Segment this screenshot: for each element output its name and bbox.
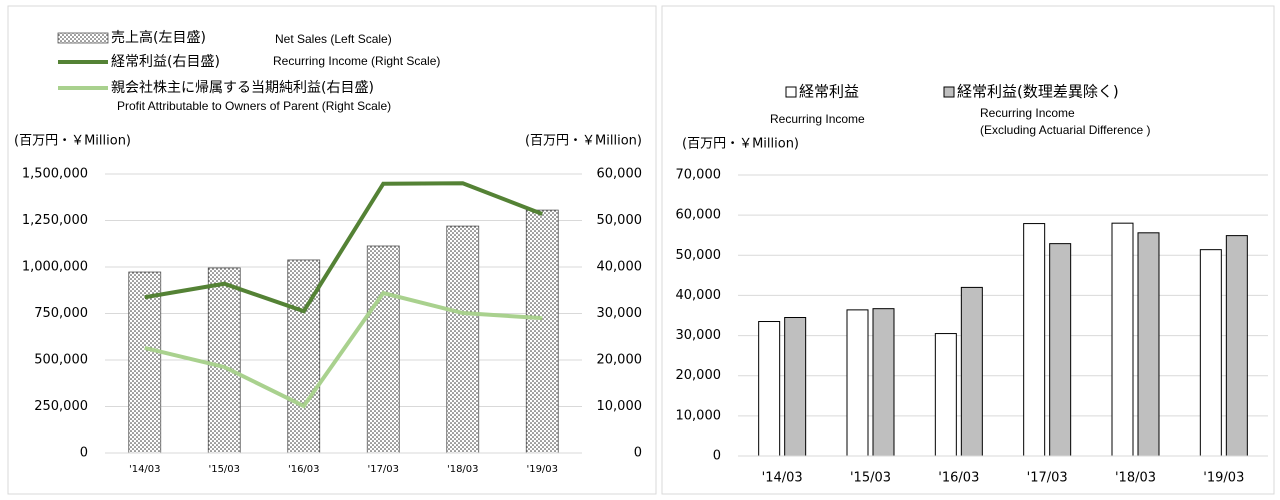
y-axis-label: (百万円・￥Million) — [14, 134, 131, 149]
y-tick-label: 1,000,000 — [22, 260, 88, 275]
y-axis-label: (百万円・￥Million) — [682, 137, 799, 152]
legend-swatch — [943, 86, 955, 98]
x-tick-label: '14/03 — [129, 464, 161, 475]
x-tick-label: '19/03 — [526, 464, 558, 475]
bar — [287, 259, 321, 454]
y-tick-label: 0 — [634, 446, 642, 461]
bar — [934, 333, 957, 457]
y-tick-label: 60,000 — [676, 208, 722, 223]
x-tick-label: '16/03 — [288, 464, 320, 475]
panel-frame — [7, 5, 657, 495]
bar — [1225, 235, 1248, 457]
legend-label: 経常利益 — [799, 83, 859, 101]
legend-label: 親会社株主に帰属する当期純利益(右目盛) — [111, 79, 374, 96]
bar — [1137, 232, 1160, 457]
y-tick-label: 20,000 — [597, 353, 643, 368]
x-tick-label: '14/03 — [762, 471, 803, 486]
y-tick-label: 1,500,000 — [22, 167, 88, 182]
legend-label-en: Net Sales (Left Scale) — [275, 32, 392, 46]
bar — [872, 308, 895, 457]
y2-axis-label: (百万円・￥Million) — [525, 134, 642, 149]
bar — [128, 271, 162, 454]
bar — [207, 267, 241, 454]
bar — [846, 309, 869, 457]
y-tick-label: 500,000 — [34, 353, 88, 368]
panel-frame — [661, 5, 1275, 495]
bar — [784, 317, 807, 457]
legend-label-en: (Excluding Actuarial Difference ) — [980, 123, 1151, 137]
y-tick-label: 20,000 — [676, 368, 722, 383]
y-tick-label: 50,000 — [597, 213, 643, 228]
legend-label-en: Profit Attributable to Owners of Parent … — [117, 99, 391, 113]
y-tick-label: 250,000 — [34, 399, 88, 414]
y-tick-label: 30,000 — [676, 328, 722, 343]
line-series — [144, 181, 543, 314]
legend-label-en: Recurring Income — [980, 106, 1075, 120]
legend-label: 経常利益(数理差異除く) — [957, 83, 1119, 101]
bar — [1199, 249, 1222, 457]
y-tick-label: 750,000 — [34, 306, 88, 321]
y-tick-label: 40,000 — [676, 288, 722, 303]
bar — [1049, 243, 1072, 457]
y-tick-label: 1,250,000 — [22, 213, 88, 228]
y-tick-label: 10,000 — [597, 399, 643, 414]
legend-label: 売上高(左目盛) — [111, 29, 206, 46]
x-tick-label: '17/03 — [367, 464, 399, 475]
y-tick-label: 0 — [80, 446, 88, 461]
bar — [758, 321, 781, 457]
y-tick-label: 70,000 — [676, 168, 722, 183]
y-tick-label: 30,000 — [597, 306, 643, 321]
y-tick-label: 60,000 — [597, 167, 643, 182]
x-tick-label: '17/03 — [1027, 471, 1068, 486]
x-tick-label: '18/03 — [447, 464, 479, 475]
y-tick-label: 50,000 — [676, 248, 722, 263]
y-tick-label: 10,000 — [676, 408, 722, 423]
x-tick-label: '15/03 — [208, 464, 240, 475]
y-tick-label: 40,000 — [597, 260, 643, 275]
bar — [446, 225, 480, 454]
x-tick-label: '18/03 — [1115, 471, 1156, 486]
legend-swatch — [785, 86, 797, 98]
bar — [525, 209, 559, 454]
legend-label-en: Recurring Income — [770, 112, 865, 126]
line-series — [144, 290, 543, 409]
x-tick-label: '19/03 — [1203, 471, 1244, 486]
legend-label-en: Recurring Income (Right Scale) — [273, 54, 440, 68]
bar — [1111, 222, 1134, 457]
bar — [960, 286, 983, 457]
x-tick-label: '16/03 — [938, 471, 979, 486]
x-tick-label: '15/03 — [850, 471, 891, 486]
bar — [1023, 223, 1046, 457]
bar — [366, 245, 400, 454]
y-tick-label: 0 — [713, 449, 721, 464]
legend-swatch — [57, 32, 109, 44]
legend-label: 経常利益(右目盛) — [111, 54, 220, 70]
